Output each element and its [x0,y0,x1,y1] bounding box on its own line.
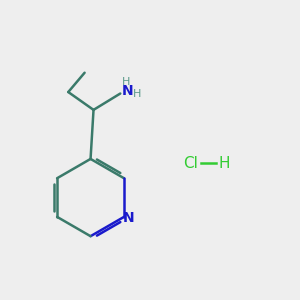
Text: Cl: Cl [183,156,198,171]
Text: H: H [132,88,141,98]
Text: H: H [219,156,230,171]
Text: N: N [123,212,134,225]
Text: N: N [122,84,134,98]
Text: H: H [122,77,130,87]
